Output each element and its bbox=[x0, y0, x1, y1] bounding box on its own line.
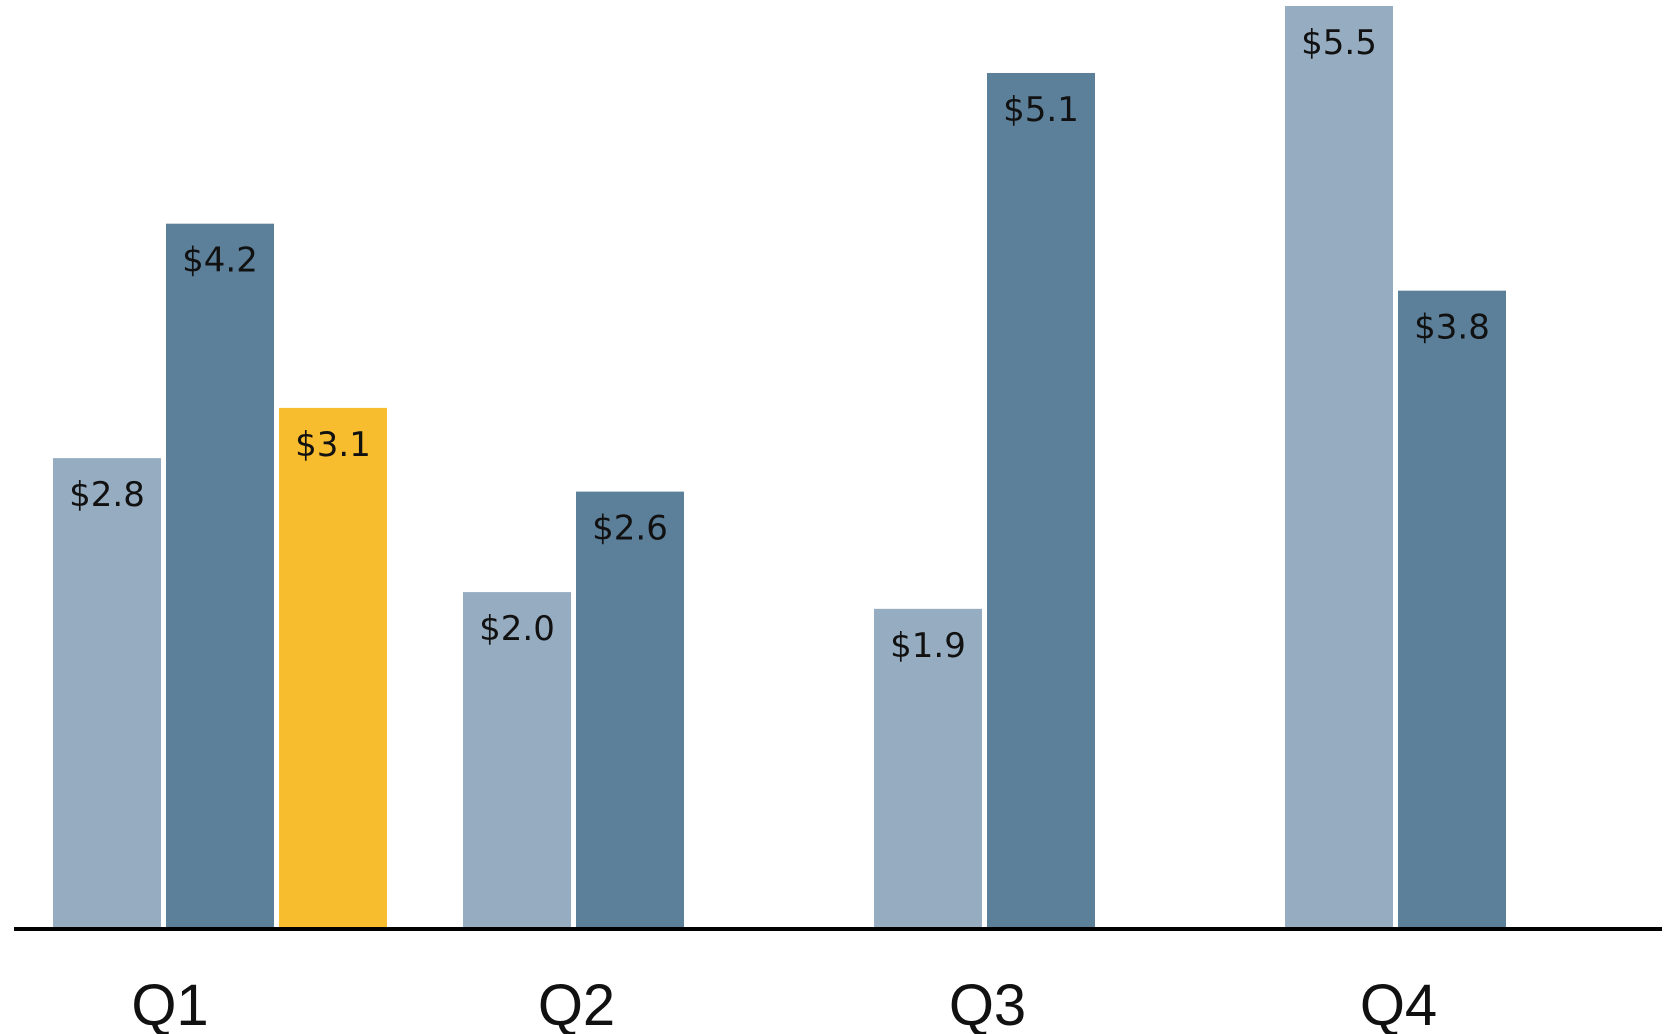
bar-q1-series-3 bbox=[279, 407, 387, 928]
category-label-q2: Q2 bbox=[538, 973, 615, 1034]
bar-q2-series-1 bbox=[463, 592, 571, 927]
bar-q1-series-2 bbox=[166, 223, 274, 927]
bar-q1-series-1 bbox=[53, 458, 161, 927]
bar-q3-series-2 bbox=[987, 72, 1095, 928]
bars-layer bbox=[53, 6, 1506, 928]
data-label-q1-series-1: $2.8 bbox=[69, 475, 145, 515]
labels-layer: $2.8 $4.2 $3.1 $2.0 $2.6 $1.9 $5.1 $5.5 $3.8 bbox=[69, 23, 1490, 666]
data-label-q2-series-1: $2.0 bbox=[479, 609, 555, 649]
data-label-q4-series-2: $3.8 bbox=[1414, 308, 1490, 348]
bar-q2-series-2 bbox=[576, 491, 684, 927]
category-label-q1: Q1 bbox=[131, 973, 208, 1034]
data-label-q2-series-2: $2.6 bbox=[592, 509, 668, 549]
category-label-q4: Q4 bbox=[1360, 973, 1437, 1034]
data-label-q3-series-2: $5.1 bbox=[1003, 90, 1079, 130]
bar-q4-series-1 bbox=[1285, 6, 1393, 927]
category-label-q3: Q3 bbox=[949, 973, 1026, 1034]
data-label-q1-series-2: $4.2 bbox=[182, 241, 258, 281]
bar-q3-series-1 bbox=[874, 608, 982, 927]
data-label-q1-series-3: $3.1 bbox=[295, 425, 371, 465]
category-labels: Q1 Q2 Q3 Q4 bbox=[131, 973, 1437, 1034]
data-label-q3-series-1: $1.9 bbox=[890, 626, 966, 666]
data-label-q4-series-1: $5.5 bbox=[1301, 23, 1377, 63]
bar-q4-series-2 bbox=[1398, 290, 1506, 927]
